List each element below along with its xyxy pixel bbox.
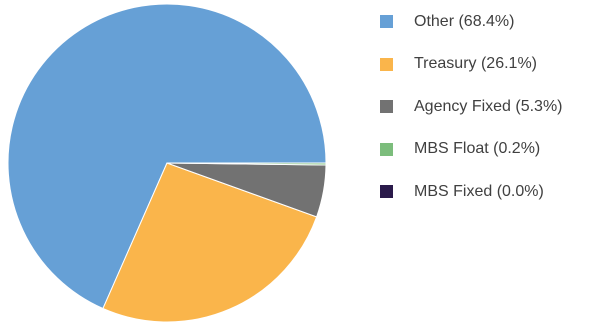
pie-slice-treasury bbox=[102, 162, 318, 323]
legend-label: MBS Fixed (0.0%) bbox=[414, 182, 544, 200]
legend-item: Agency Fixed (5.3%) bbox=[380, 97, 563, 116]
pie-slices bbox=[7, 3, 327, 323]
pie-slice-other bbox=[7, 3, 327, 310]
pie-slice-mbs-float bbox=[166, 162, 327, 166]
legend-item: MBS Fixed (0.0%) bbox=[380, 182, 563, 201]
legend-swatch bbox=[380, 185, 393, 198]
legend-swatch bbox=[380, 57, 393, 71]
legend-swatch bbox=[380, 15, 393, 28]
legend-label: Agency Fixed (5.3%) bbox=[414, 97, 563, 115]
legend-swatch bbox=[380, 142, 393, 156]
legend-swatch bbox=[380, 100, 393, 113]
legend: Other (68.4%) Treasury (26.1%) Agency Fixe… bbox=[380, 12, 563, 225]
legend-label: Other (68.4%) bbox=[414, 12, 515, 30]
legend-item: Other (68.4%) bbox=[380, 12, 563, 31]
legend-item: Treasury (26.1%) bbox=[380, 55, 563, 74]
legend-item: MBS Float (0.2%) bbox=[380, 140, 563, 159]
legend-label: Treasury (26.1%) bbox=[414, 55, 537, 72]
legend-label: MBS Float (0.2%) bbox=[414, 140, 541, 157]
